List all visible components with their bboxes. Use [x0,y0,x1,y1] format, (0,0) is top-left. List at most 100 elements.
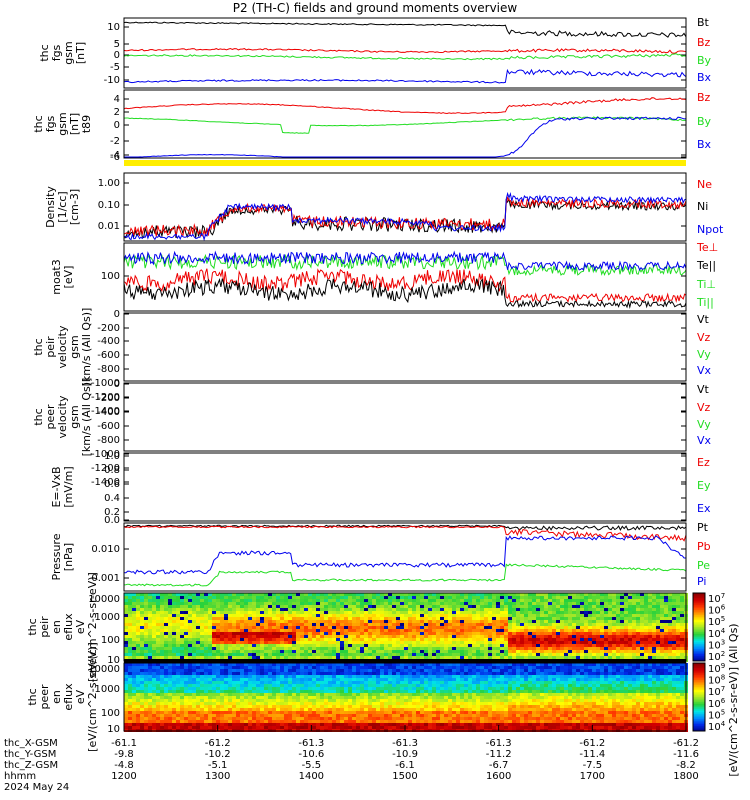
panel-3-ylabel-line: [cm-3] [68,189,81,225]
panel-2-ytick-label: -2 [110,136,120,147]
panel-5-frame [123,312,687,382]
panel-6-ytick-label: -1400 [91,477,120,488]
panel-3-series-2-line [124,197,687,239]
panel-6-ytick-label: -800 [97,435,120,446]
chart-title: P2 (TH-C) fields and ground moments over… [232,1,518,15]
xaxis-value: -10.2 [205,749,231,760]
panel-8-ylabel: Pressure [nPa] [50,533,75,580]
panel-1-legend-bt: Bt [697,16,710,29]
panel-10-ylabel: thc peer en eflux eV [eV/(cm^2-s-sr-eV)] [26,642,99,752]
panel-1-ylabel-line: [nT] [74,42,87,64]
panel-5-ylabel-line: [km/s (All Qs)] [80,308,93,387]
panel-6-legend-vx: Vx [697,434,712,447]
panel-2-ylabel: thc fgs gsm [nT] t89 [32,112,93,135]
xaxis-value: -61.2 [673,738,699,749]
panel-5-ylabel-line: velocity [56,325,69,368]
panel-1-series-4-line [123,68,687,84]
panel-4-series-2-line [123,277,687,309]
panel-7-frame [123,452,687,522]
panel-10-ylabel-line: en [50,690,63,704]
xaxis-value: -10.6 [298,749,324,760]
panel-9-ylabel-line: peir [38,616,51,638]
panel-6-legend-vy: Vy [697,418,711,431]
panel-7-legend-ex: Ex [697,502,711,515]
panel-3-ytick-label: 1.00 [98,178,120,189]
panel-10-ylabel-line: eflux [62,683,75,711]
panel-2-ytick-label: -4 [110,150,120,161]
panel-3-ytick-label: 0.01 [98,221,120,232]
panel-8-ytick-label: 0.010 [91,544,120,555]
panel-5-ytick-label: -1400 [91,406,120,417]
xaxis-value: -5.5 [302,760,322,771]
xaxis-value: -61.2 [579,738,605,749]
panel-1-ylabel-line: thc [38,44,51,61]
panel-6-ytick-label: 0 [114,379,120,390]
panel-10-ylabel-line: peer [38,684,51,710]
panel-8-legend-pt: Pt [697,521,709,534]
panel-4-frame [123,242,687,312]
panel-7-ylabel-line: [mV/m] [62,466,75,507]
panel-9-ylabel-line: eflux [62,613,75,641]
panel-2-ylabel-line: thc [32,115,45,132]
panel-10-ytick-label: 100 [101,708,120,719]
panel-8-series-1-line [123,524,687,532]
xaxis-row-label: hhmm [4,771,36,782]
panel-8-ylabel-line: Pressure [50,533,63,580]
panel-6-ylabel-line: velocity [56,395,69,438]
panel-1-ytick-label: 10 [107,22,120,33]
xaxis-value: -61.3 [486,738,512,749]
xaxis-value: 1200 [111,771,136,782]
panel-8-legend-pe: Pe [697,559,710,572]
panel-2-ylabel-line: gsm [56,112,69,135]
panel-1-ytick-label: 0 [114,50,120,61]
panel-6-ylabel-line: gsm [68,405,81,428]
panel-3-legend-npot: Npot [697,223,724,236]
panel-10-spectrogram [124,663,688,732]
panel-9-frame [123,592,687,662]
panel-10-ylabel-line: eV [74,689,87,704]
spectrogram-gap [124,659,686,665]
panel-5-ylabel: thc peir velocity gsm [km/s (All Qs)] [32,308,93,387]
xaxis-value: -61.1 [111,738,137,749]
panel-5-legend-vx: Vx [697,364,712,377]
panel-4-ylabel-line: [eV] [62,266,75,289]
panel-2-ytick-label: -6 [110,152,120,163]
xaxis-value: 1300 [205,771,230,782]
panel-7-ytick-label: 0.8 [104,465,120,476]
panel-1-series-1-line [123,21,687,38]
colorbar-label: [eV/(cm^2-s-sr-eV)] (All Qs) [727,623,740,776]
panel-7-ytick-label: 0.2 [104,507,120,518]
panel-1-ytick-label: -10 [104,75,120,86]
panel-9-ylabel: thc peir en eflux eV [eV/(cm^2-s-sr-eV)] [26,572,99,682]
panel-2-ylabel-line: t89 [80,115,93,133]
panel-8-series-2-line [123,525,687,542]
panel-6-ytick-label: -1000 [91,449,120,460]
panel-8-ytick-label: 0.001 [91,573,120,584]
xaxis-value: 1800 [673,771,698,782]
panel-8-frame [123,522,687,592]
panel-6-ytick-label: -400 [97,407,120,418]
xaxis-value: -8.2 [676,760,696,771]
panel-10-ylabel-line: [eV/(cm^2-s-sr-eV)] [86,642,99,752]
panel-9-ylabel-line: thc [26,618,39,635]
xaxis-value: -61.2 [205,738,231,749]
panel-6-frame [123,382,687,452]
panel-1-ylabel-line: gsm [62,41,75,64]
xaxis-row-label: thc_Y-GSM [4,749,56,760]
xaxis-date: 2024 May 24 [4,782,69,793]
panel-4-ylabel-line: moat3 [50,259,63,295]
panel-9-ylabel-line: eV [74,619,87,634]
ion-colorbar [692,592,706,662]
panel-6-legend-vt: Vt [697,383,710,396]
panel-9-ylabel-line: en [50,620,63,634]
xaxis-value: 1700 [580,771,605,782]
panel-5-ytick-label: -400 [97,336,120,347]
panel-3-ylabel: Density [1/cc] [cm-3] [44,186,81,228]
panel-7-ytick-label: 0.4 [104,493,120,504]
panel-2-series-3-line [124,116,687,158]
panel-5-legend-vz: Vz [697,331,711,344]
panel-6-ytick-label: -1200 [91,463,120,474]
panel-6-ytick-label: -600 [97,421,120,432]
panel-6-ylabel-line: [km/s (All Qs)] [80,378,93,457]
